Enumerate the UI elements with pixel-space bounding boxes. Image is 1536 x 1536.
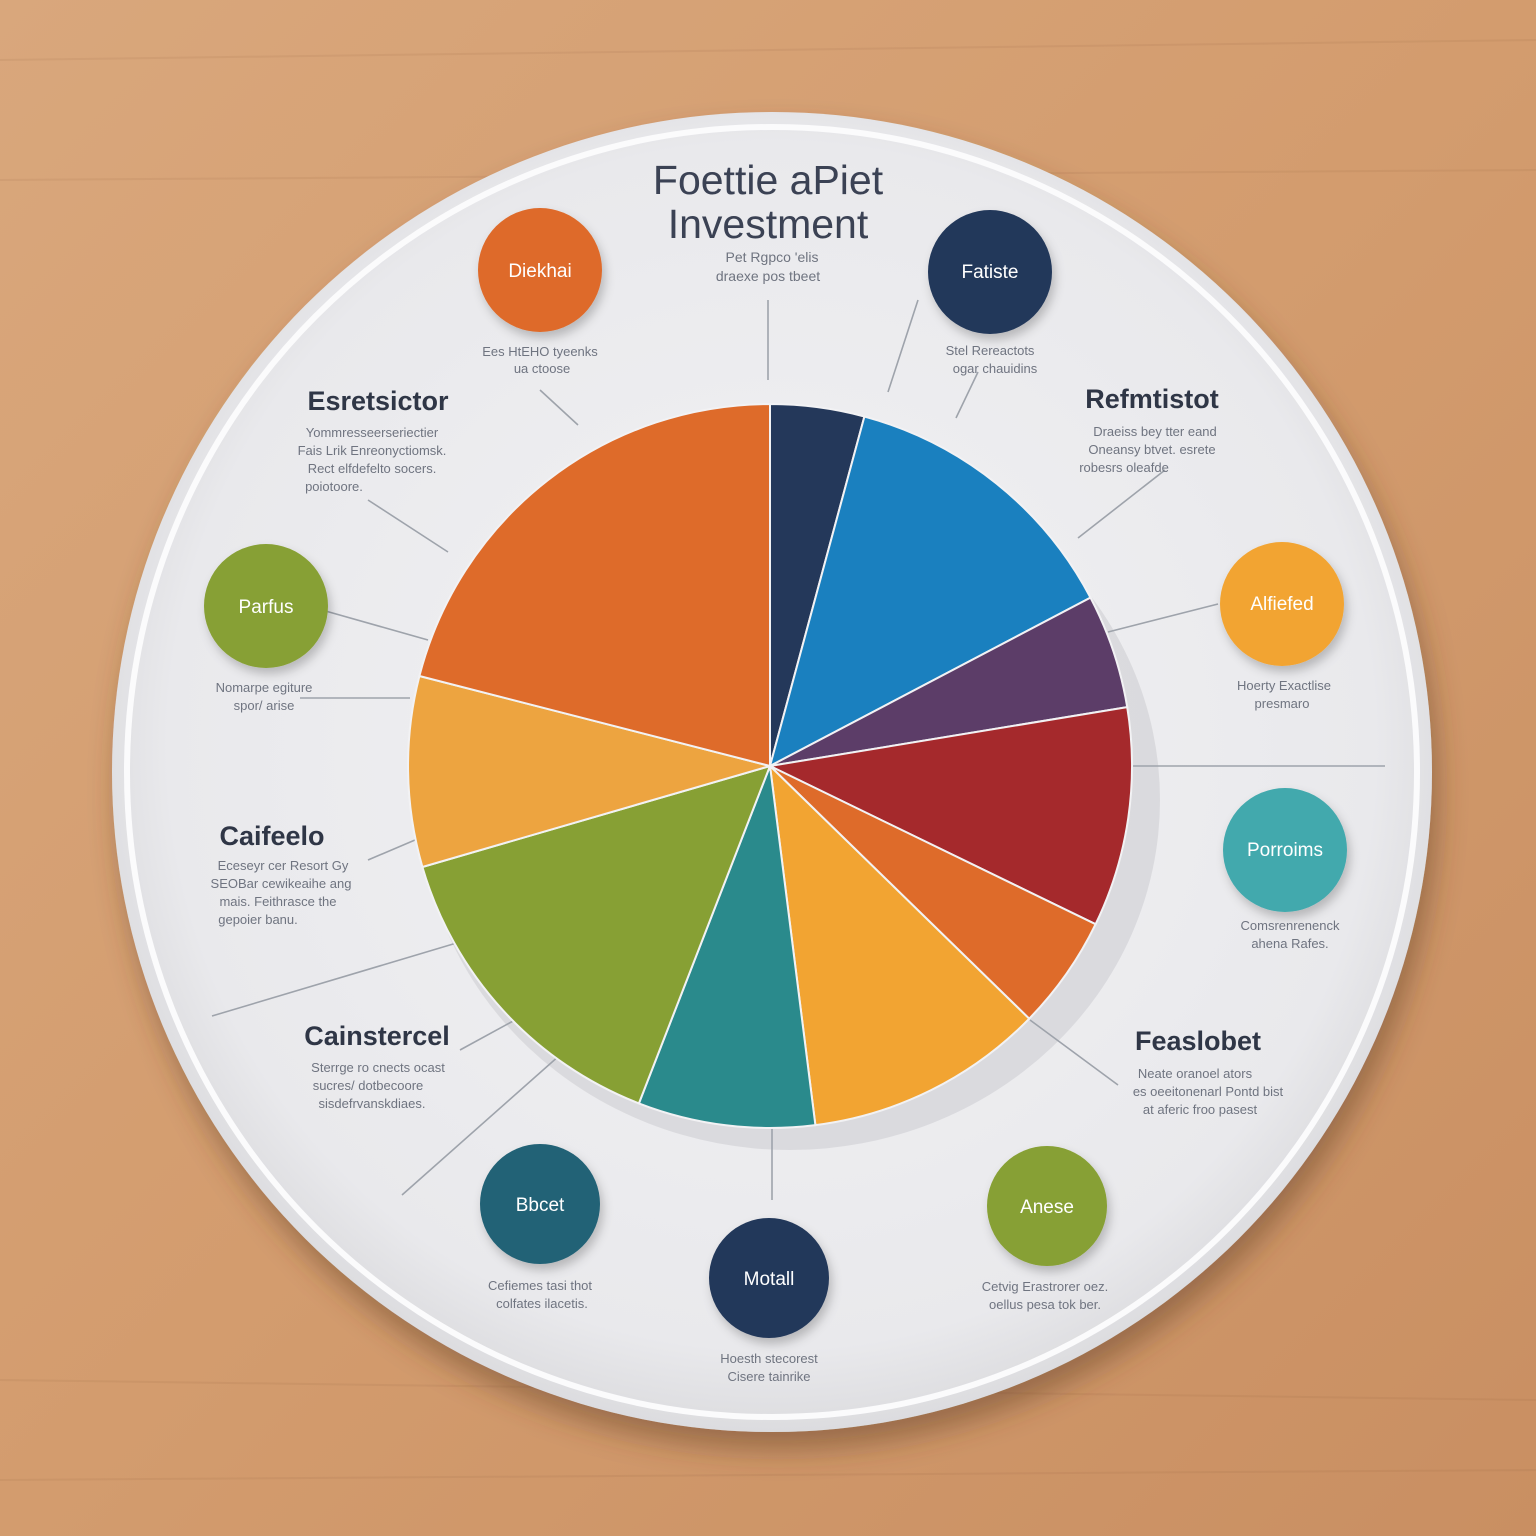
section-note: Draeiss bey tter eand bbox=[1093, 424, 1217, 439]
badge-note: Hoesth stecorest bbox=[720, 1351, 818, 1366]
leader-line bbox=[955, 371, 979, 419]
badge-note: oellus pesa tok ber. bbox=[989, 1297, 1101, 1312]
badge-motall bbox=[709, 1218, 829, 1338]
pie-slice-3 bbox=[766, 705, 1134, 926]
badge-note: colfates ilacetis. bbox=[496, 1296, 588, 1311]
section-heading: Feaslobet bbox=[1135, 1026, 1261, 1056]
badge-circle bbox=[478, 208, 602, 332]
badge-circle bbox=[480, 1144, 600, 1264]
section-note: Yommresseerseriectier bbox=[306, 425, 439, 440]
leader-line bbox=[367, 499, 449, 553]
section-note: es oeeitonenarl Pontd bist bbox=[1133, 1084, 1284, 1099]
badge-anese bbox=[987, 1146, 1107, 1266]
badge-label: Parfus bbox=[239, 597, 294, 618]
badge-note: ahena Rafes. bbox=[1251, 936, 1328, 951]
section-refmtistot: Refmtistot Draeiss bey tter eand Oneansy… bbox=[1079, 384, 1219, 475]
badge-bbcet bbox=[480, 1144, 600, 1264]
badge-label: Bbcet bbox=[516, 1195, 565, 1216]
badge-circle bbox=[709, 1218, 829, 1338]
section-note: sucres/ dotbecoore bbox=[313, 1078, 424, 1093]
badge-note: Nomarpe egiture bbox=[216, 680, 313, 695]
title-line-2: Investment bbox=[668, 201, 869, 247]
section-note: Sterrge ro cnects ocast bbox=[311, 1060, 445, 1075]
leader-line bbox=[401, 1054, 561, 1196]
leader-line bbox=[321, 609, 429, 641]
leader-line bbox=[539, 389, 579, 426]
badge-note: presmaro bbox=[1255, 696, 1310, 711]
section-heading: Caifeelo bbox=[219, 821, 324, 851]
section-note: gepoier banu. bbox=[218, 912, 298, 927]
pie-chart bbox=[407, 402, 1134, 1129]
badge-circle bbox=[1220, 542, 1344, 666]
leader-lines bbox=[211, 299, 1385, 1200]
leader-line bbox=[367, 839, 416, 861]
leader-line bbox=[1107, 603, 1219, 633]
badge-fatiste bbox=[928, 210, 1052, 334]
leader-line bbox=[1077, 469, 1166, 539]
badge-parfus bbox=[204, 544, 328, 668]
badge-circle bbox=[987, 1146, 1107, 1266]
section-note: Neate oranoel ators bbox=[1138, 1066, 1253, 1081]
leader-line bbox=[459, 1019, 516, 1051]
badge-label: Diekhai bbox=[508, 261, 571, 282]
badge-porroims bbox=[1223, 788, 1347, 912]
section-feaslobet: Feaslobet Neate oranoel ators es oeeiton… bbox=[1133, 1026, 1284, 1117]
pie-slice-8 bbox=[407, 674, 774, 869]
section-note: Fais Lrik Enreonyctiomsk. bbox=[298, 443, 447, 458]
section-note: Eceseyr cer Resort Gy bbox=[218, 858, 349, 873]
section-note: robesrs oleafde bbox=[1079, 460, 1169, 475]
badge-alfiefed bbox=[1220, 542, 1344, 666]
badge-note: Comsrenrenenck bbox=[1241, 918, 1340, 933]
section-heading: Cainstercel bbox=[304, 1021, 450, 1051]
leader-line bbox=[211, 929, 501, 1017]
badge-diekhai bbox=[478, 208, 602, 332]
badge-label: Alfiefed bbox=[1250, 594, 1313, 615]
pie-slice-9 bbox=[418, 402, 771, 768]
section-heading: Refmtistot bbox=[1085, 384, 1219, 414]
badge-note: ua ctoose bbox=[514, 361, 570, 376]
badge-note: Cefiemes tasi thot bbox=[488, 1278, 592, 1293]
title-line-1: Foettie aPiet bbox=[653, 157, 884, 203]
section-note: sisdefrvanskdiaes. bbox=[319, 1096, 426, 1111]
section-note: SEOBar cewikeaihe ang bbox=[211, 876, 352, 891]
section-note: poiotoore. bbox=[305, 479, 363, 494]
section-esretsictor: Esretsictor Yommresseerseriectier Fais L… bbox=[298, 386, 449, 494]
pie-slice-5 bbox=[768, 763, 1031, 1127]
subtitle-line-2: draexe pos tbeet bbox=[716, 268, 820, 284]
section-note: Rect elfdefelto socers. bbox=[308, 461, 437, 476]
badge-label: Motall bbox=[744, 1269, 795, 1290]
section-note: Oneansy btvet. esrete bbox=[1088, 442, 1215, 457]
badge-circle bbox=[1223, 788, 1347, 912]
badge-note: ogar chauidins bbox=[953, 361, 1038, 376]
badge-note: Hoerty Exactlise bbox=[1237, 678, 1331, 693]
title-block: Foettie aPiet Investment Pet Rgpco 'elis… bbox=[653, 157, 884, 284]
badge-label: Anese bbox=[1020, 1197, 1074, 1218]
plate-rim bbox=[124, 124, 1420, 1420]
section-caifeelo: Caifeelo Eceseyr cer Resort Gy SEOBar ce… bbox=[211, 821, 352, 927]
section-cainstercel: Cainstercel Sterrge ro cnects ocast sucr… bbox=[304, 1021, 450, 1111]
badge-note: Stel Rereactots bbox=[946, 343, 1035, 358]
section-heading: Esretsictor bbox=[307, 386, 449, 416]
subtitle-line-1: Pet Rgpco 'elis bbox=[726, 249, 819, 265]
badge-note: Cisere tainrike bbox=[727, 1369, 810, 1384]
section-note: mais. Feithrasce the bbox=[219, 894, 336, 909]
badge-circle bbox=[204, 544, 328, 668]
pie-slice-6 bbox=[637, 765, 817, 1129]
leader-line bbox=[1029, 1019, 1119, 1086]
badge-note: Cetvig Erastrorer oez. bbox=[982, 1279, 1108, 1294]
badge-note: Ees HtEHO tyeenks bbox=[482, 344, 598, 359]
badge-label: Porroims bbox=[1247, 840, 1323, 861]
badge-label: Fatiste bbox=[961, 262, 1018, 283]
badge-note: spor/ arise bbox=[234, 698, 295, 713]
section-note: at aferic froo pasest bbox=[1143, 1102, 1258, 1117]
leader-line bbox=[887, 299, 919, 393]
pie-slice-7 bbox=[421, 764, 772, 1105]
badge-circle bbox=[928, 210, 1052, 334]
pie-slice-1 bbox=[768, 415, 1092, 768]
